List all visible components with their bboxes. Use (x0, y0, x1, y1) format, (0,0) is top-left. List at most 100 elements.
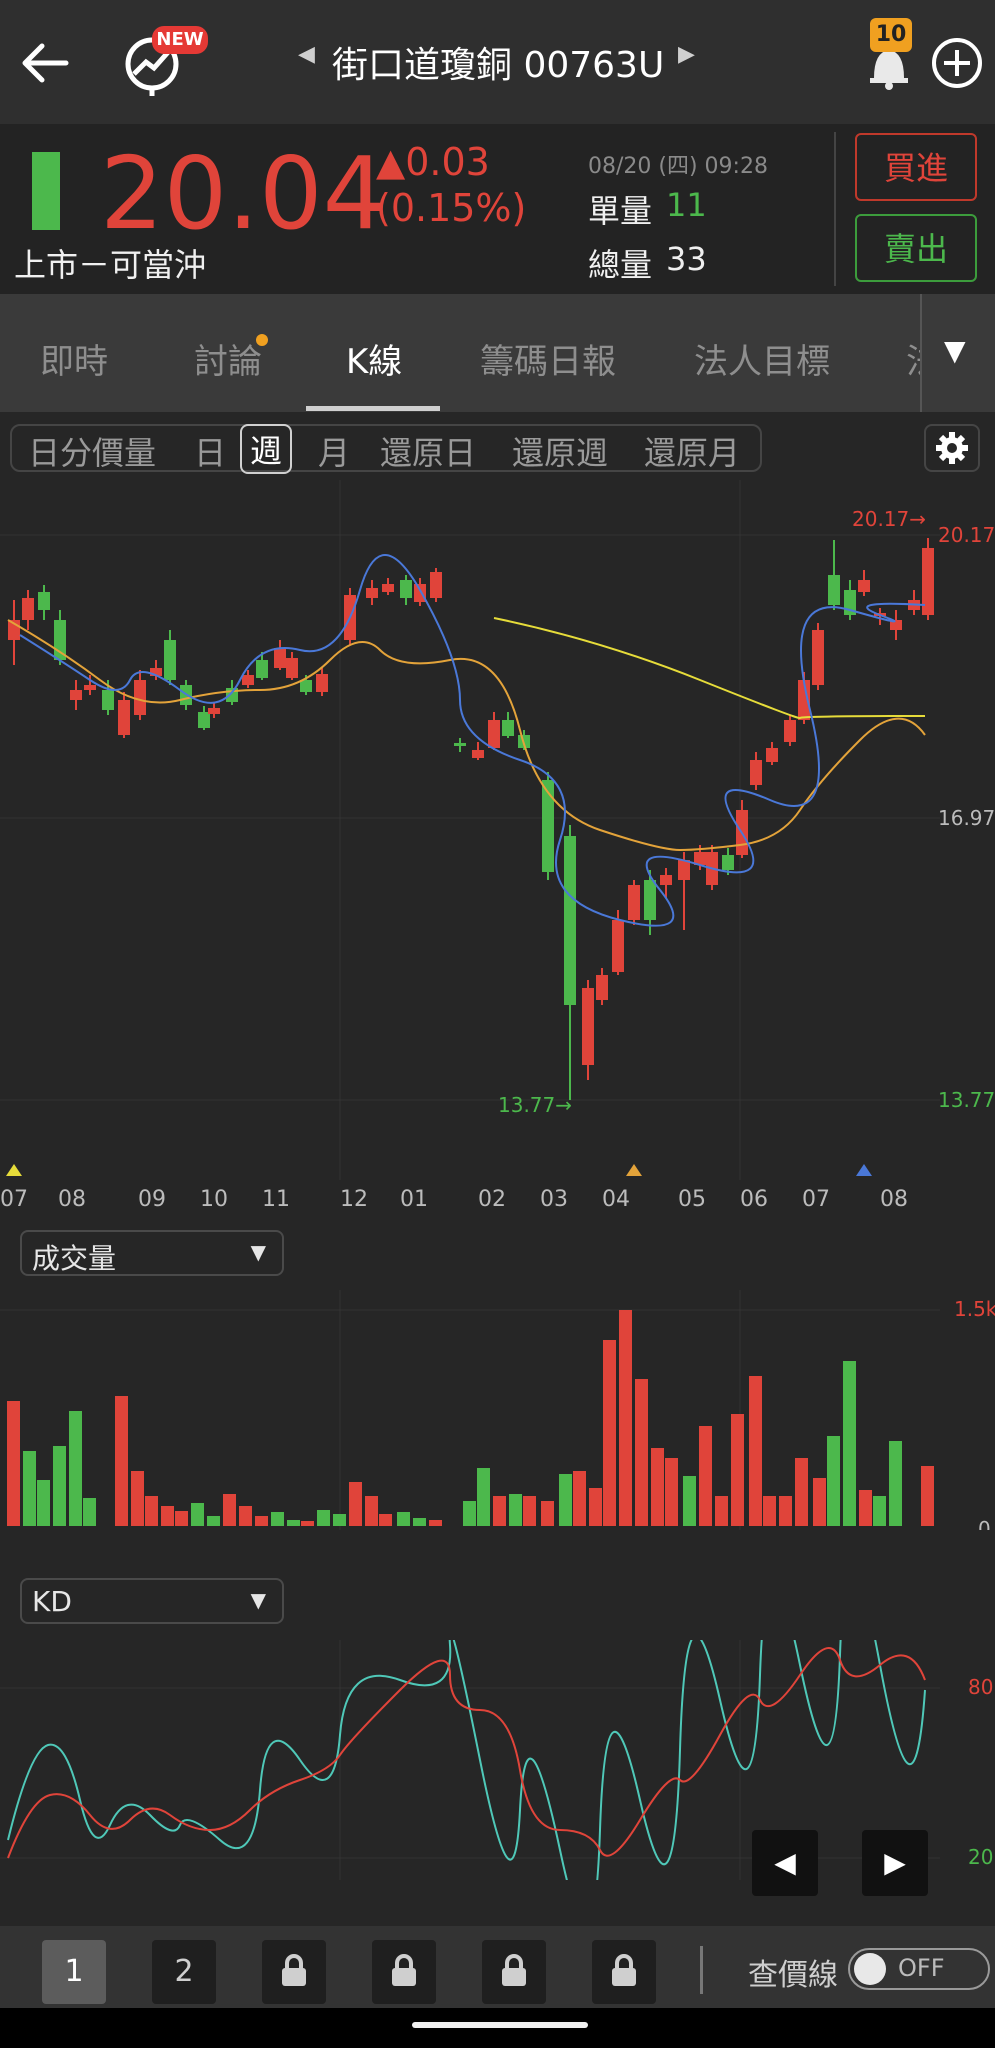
system-nav-bar (0, 2008, 995, 2048)
candle-body (644, 880, 656, 920)
quote-panel: 20.04 ▲0.03 (0.15%) 上市－可當沖 08/20 (四) 09:… (0, 124, 995, 294)
x-axis-label: 12 (340, 1187, 368, 1212)
tab-chip-daily[interactable]: 籌碼日報 (480, 342, 616, 382)
candle-body (472, 750, 484, 758)
candle-body (678, 860, 690, 880)
tab-more[interactable]: 法 (906, 334, 920, 383)
candle-body (694, 852, 706, 865)
period-adj-month[interactable]: 還原月 (644, 434, 741, 472)
current-price: 20.04 (100, 135, 387, 252)
volume-bar (53, 1446, 66, 1526)
stock-title: 街口道瓊銅 00763U (332, 45, 665, 86)
volume-chart[interactable]: 1.5k 0 (0, 1290, 995, 1530)
volume-indicator-dropdown[interactable]: 成交量 ▼ (20, 1230, 284, 1276)
candle-body (582, 988, 594, 1065)
x-axis-label: 07 (802, 1187, 830, 1212)
period-intraday[interactable]: 日分價量 (28, 434, 157, 472)
buy-button[interactable]: 買進 (855, 133, 977, 201)
kd-chart[interactable]: 80 20 (0, 1640, 995, 1880)
candle-body (242, 675, 254, 685)
volume-bar (145, 1496, 158, 1526)
bell-icon[interactable] (866, 40, 912, 90)
candle-body (414, 584, 426, 602)
unit-volume-label: 單量 (588, 192, 653, 230)
volume-bar (161, 1506, 174, 1526)
candle-body (400, 580, 412, 598)
scroll-left-button[interactable]: ◀ (752, 1830, 818, 1896)
add-icon[interactable] (930, 36, 984, 90)
volume-bar (573, 1471, 586, 1526)
tab-discussion[interactable]: 討論 (194, 342, 262, 382)
volume-bar (665, 1458, 678, 1526)
period-month[interactable]: 月 (318, 434, 351, 472)
volume-bar (463, 1501, 476, 1526)
candle-body (812, 630, 824, 685)
market-label: 上市－可當沖 (14, 246, 207, 284)
page-button-1[interactable]: 1 (42, 1940, 106, 2004)
period-day[interactable]: 日 (194, 434, 227, 472)
candle-body (542, 780, 554, 872)
volume-bar (523, 1496, 536, 1526)
volume-bar (255, 1516, 268, 1526)
volume-y-top: 1.5k (954, 1297, 995, 1321)
prev-stock-icon[interactable]: ◀ (298, 42, 315, 67)
volume-bar (715, 1496, 728, 1526)
volume-bar (69, 1411, 82, 1526)
locked-page-button[interactable] (262, 1940, 326, 2004)
candle-body (596, 975, 608, 1000)
volume-bar (749, 1376, 762, 1526)
ma10-line (7, 619, 926, 852)
candle-body (366, 588, 378, 598)
scroll-right-button[interactable]: ▶ (862, 1830, 928, 1896)
toggle-knob (854, 1953, 886, 1985)
period-adj-day[interactable]: 還原日 (380, 434, 477, 472)
volume-bar (333, 1514, 346, 1526)
locked-page-button[interactable] (372, 1940, 436, 2004)
volume-bar (223, 1494, 236, 1526)
candlestick-chart[interactable]: 20.17 16.97 13.77 20.17→ 13.77→ 07 08 09 10… (0, 480, 995, 1220)
kd-y-bottom: 20 (968, 1845, 993, 1869)
period-week[interactable]: 週 (240, 424, 293, 474)
page-button-2[interactable]: 2 (152, 1940, 216, 2004)
locked-page-button[interactable] (482, 1940, 546, 2004)
candle-body (102, 690, 114, 710)
tab-realtime[interactable]: 即時 (40, 342, 108, 382)
low-marker: 13.77→ (498, 1093, 572, 1117)
candle-body (134, 680, 146, 715)
candle-body (564, 836, 576, 1005)
k-line (7, 1640, 926, 1880)
locked-page-button[interactable] (592, 1940, 656, 2004)
volume-bar (23, 1451, 36, 1526)
home-indicator[interactable] (412, 2022, 588, 2028)
volume-bar (619, 1310, 632, 1526)
divider (834, 132, 836, 286)
candle-body (798, 680, 810, 720)
x-axis-label: 04 (602, 1187, 630, 1212)
volume-bar (131, 1471, 144, 1526)
lock-icon (282, 1954, 306, 1986)
candle-body (38, 592, 50, 610)
candle-body (316, 674, 328, 692)
volume-bar (873, 1496, 886, 1526)
volume-bar (509, 1494, 522, 1526)
volume-bar (559, 1474, 572, 1526)
total-volume: 33 (666, 240, 707, 278)
settings-button[interactable] (924, 424, 980, 472)
volume-bar (349, 1482, 362, 1526)
period-adj-week[interactable]: 還原週 (512, 434, 609, 472)
kd-indicator-dropdown[interactable]: KD ▼ (20, 1578, 284, 1624)
x-axis-label: 08 (880, 1187, 908, 1212)
lock-icon (612, 1954, 636, 1986)
lock-icon (392, 1954, 416, 1986)
price-volume-bar (32, 152, 60, 230)
next-stock-icon[interactable]: ▶ (678, 42, 695, 67)
tab-expand-icon[interactable]: ▼ (944, 334, 966, 367)
volume-bar (37, 1480, 50, 1526)
tab-kline[interactable]: K線 (346, 342, 403, 382)
volume-bar (317, 1510, 330, 1526)
price-line-toggle[interactable]: OFF (848, 1948, 990, 1990)
sell-button[interactable]: 賣出 (855, 214, 977, 282)
tab-institutional-target[interactable]: 法人目標 (694, 342, 830, 382)
candle-body (70, 690, 82, 700)
back-arrow-icon[interactable] (20, 40, 72, 86)
